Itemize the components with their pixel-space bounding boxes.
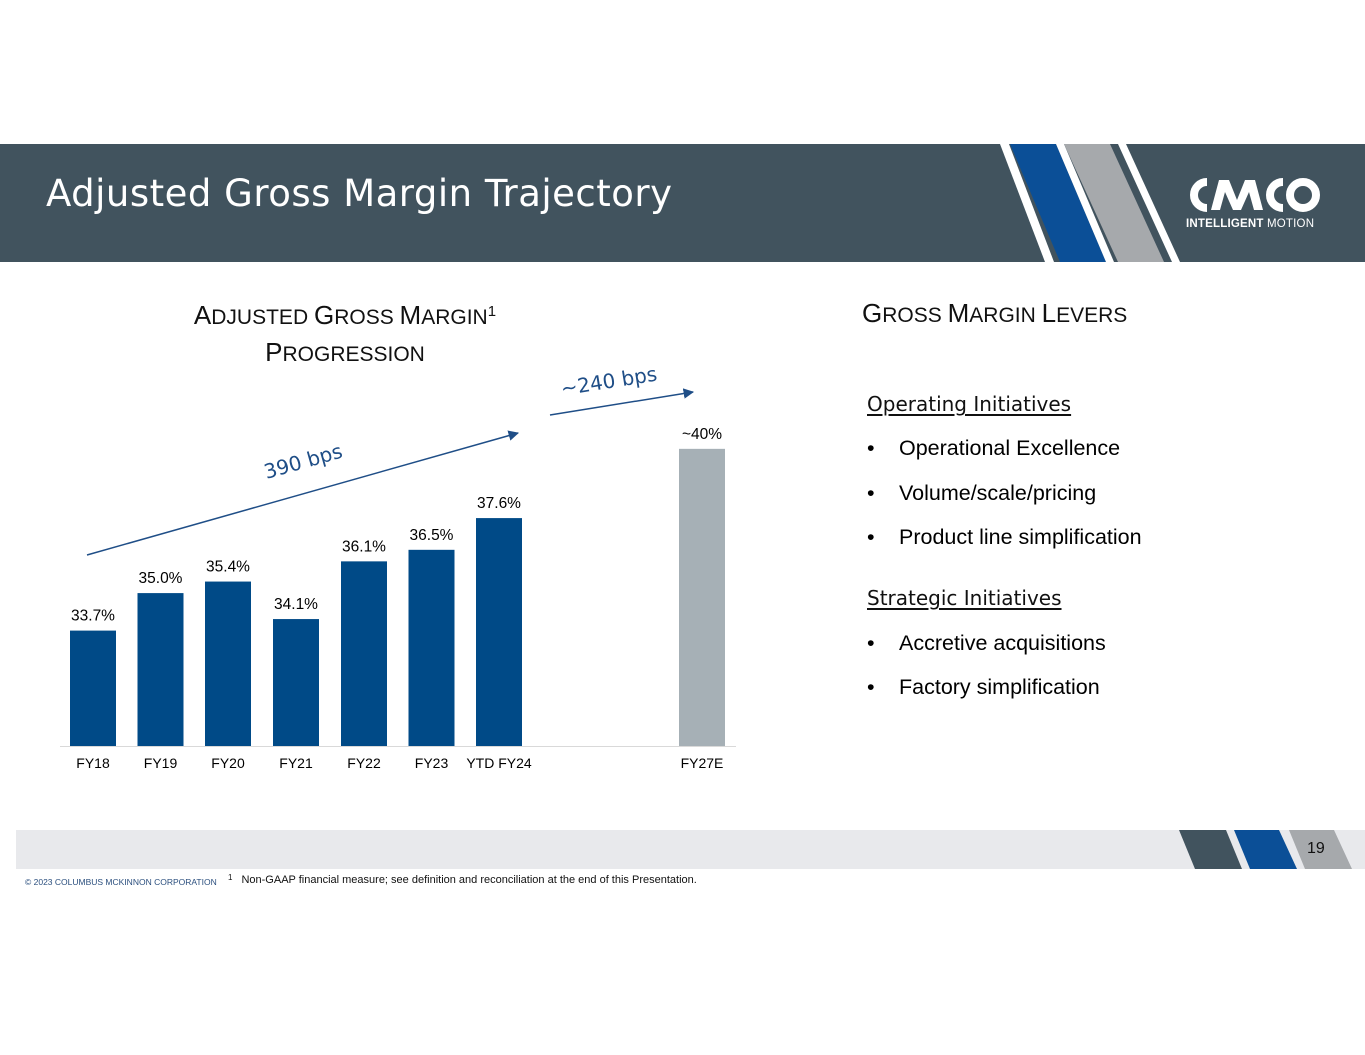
tick-label: FY22 — [347, 755, 381, 771]
bar-fy22 — [341, 561, 387, 746]
data-label: 36.1% — [342, 538, 386, 555]
tick-label: FY27E — [681, 755, 724, 771]
arrow-390-bps — [86, 430, 520, 556]
footer-stripes — [1179, 830, 1352, 869]
lever-item: • Operational Excellence — [867, 436, 1121, 460]
header-stripes — [1000, 144, 1180, 262]
page-title: Adjusted Gross Margin Trajectory — [46, 172, 673, 215]
tick-label: FY23 — [415, 755, 449, 771]
annotation-390-bps: 390 bps — [261, 439, 345, 484]
header-band: Adjusted Gross Margin Trajectory INTELLI… — [0, 144, 1365, 262]
levers-title: GROSS MARGIN LEVERS — [862, 298, 1128, 328]
footer-band — [16, 830, 1365, 869]
data-label: 35.4% — [206, 559, 250, 576]
bar-ytd-fy24 — [476, 518, 522, 746]
tick-label: YTD FY24 — [466, 755, 532, 771]
bar-fy23 — [408, 549, 455, 746]
tick-label: FY21 — [279, 755, 313, 771]
bar-fy18 — [70, 630, 116, 746]
bar-fy19 — [137, 593, 184, 746]
operating-initiatives-heading: Operating Initiatives — [867, 392, 1072, 416]
data-label: 36.5% — [410, 527, 454, 544]
tick-label: FY18 — [76, 755, 110, 771]
tick-label: FY19 — [144, 755, 178, 771]
data-label: 33.7% — [71, 608, 115, 625]
data-label: ~40% — [682, 426, 722, 443]
bar-fy27e — [679, 448, 725, 746]
chart-title: ADJUSTED GROSS MARGIN1 PROGRESSION — [193, 300, 497, 367]
blue-stripe — [1010, 144, 1106, 262]
cmco-logo-mark — [1190, 178, 1320, 212]
data-label: 37.6% — [477, 495, 521, 512]
grey-stripe — [1064, 144, 1164, 262]
bar-fy21 — [273, 619, 319, 746]
lever-item: • Product line simplification — [867, 525, 1142, 549]
lever-item: • Accretive acquisitions — [867, 631, 1106, 655]
annotation-240-bps: ~240 bps — [559, 362, 659, 401]
strategic-initiatives-heading: Strategic Initiatives — [867, 586, 1062, 610]
bar-fy20 — [205, 581, 251, 746]
footnote: 1 Non-GAAP financial measure; see definit… — [228, 873, 697, 886]
data-label: 35.0% — [139, 570, 183, 587]
lever-item: • Factory simplification — [867, 675, 1100, 699]
page-number: 19 — [1307, 840, 1325, 857]
data-label: 34.1% — [274, 596, 318, 613]
copyright-text: © 2023 COLUMBUS MCKINNON CORPORATION — [25, 877, 217, 887]
lever-item: • Volume/scale/pricing — [867, 481, 1097, 505]
gross-margin-bar-chart: 33.7% FY18 35.0% FY19 35.4% FY20 34.1% FY21 36.1… — [60, 362, 736, 771]
logo-tagline: INTELLIGENT MOTION — [1186, 218, 1315, 230]
tick-label: FY20 — [211, 755, 245, 771]
arrow-240-bps — [549, 388, 695, 416]
company-logo: INTELLIGENT MOTION — [1183, 174, 1323, 234]
